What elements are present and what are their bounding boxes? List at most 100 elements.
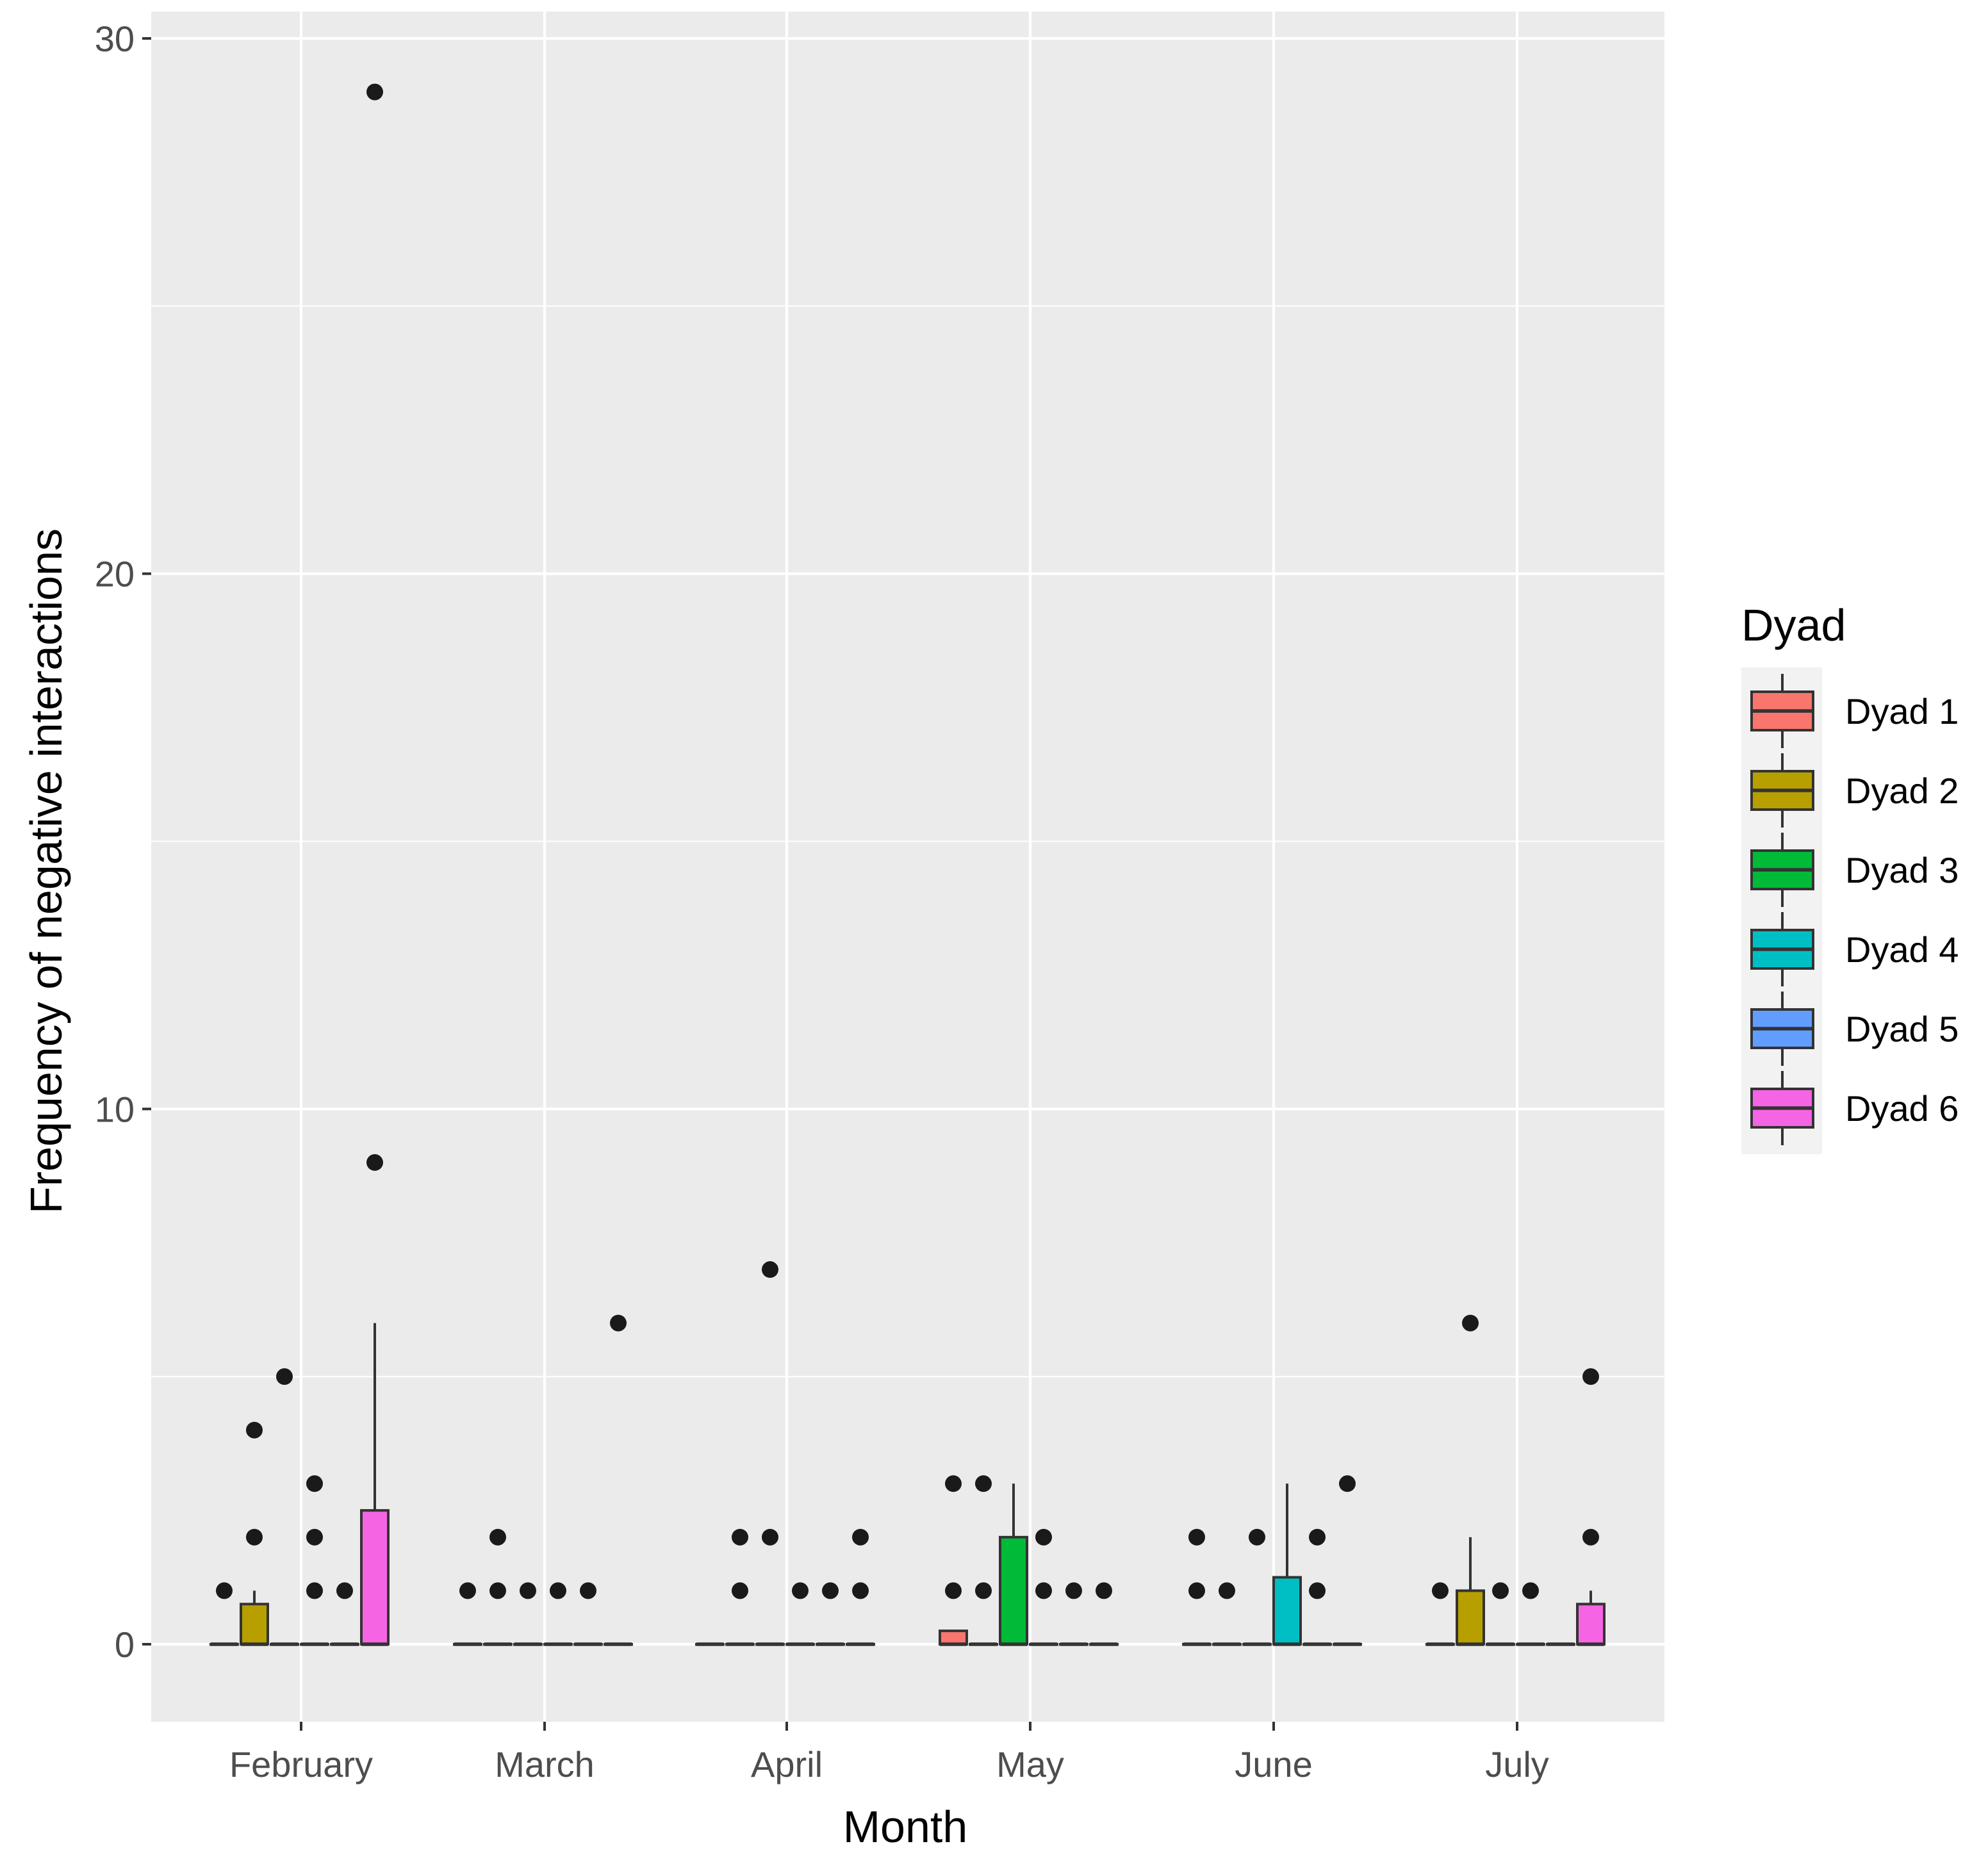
outlier-point bbox=[732, 1582, 748, 1599]
outlier-point bbox=[246, 1528, 263, 1546]
box-dyad-1-july bbox=[1425, 1582, 1455, 1646]
box-body bbox=[1272, 1576, 1302, 1646]
legend-label: Dyad 3 bbox=[1845, 850, 1959, 890]
outlier-point bbox=[216, 1582, 233, 1599]
legend-item-dyad-4: Dyad 4 bbox=[1750, 912, 1959, 986]
outlier-point bbox=[1309, 1528, 1326, 1546]
x-tick-label: June bbox=[1235, 1744, 1312, 1784]
box-dyad-1-april bbox=[695, 1642, 725, 1646]
y-tick-label: 0 bbox=[115, 1624, 135, 1665]
box-dyad-2-march bbox=[483, 1528, 513, 1646]
box-dyad-5-june bbox=[1302, 1528, 1332, 1646]
y-tick-label: 30 bbox=[95, 19, 135, 59]
box-dyad-3-april bbox=[755, 1261, 785, 1646]
box-body bbox=[360, 1509, 390, 1646]
outlier-point bbox=[1582, 1528, 1599, 1546]
outlier-point bbox=[306, 1582, 323, 1599]
legend-item-dyad-5: Dyad 5 bbox=[1750, 992, 1959, 1066]
outlier-point bbox=[1339, 1475, 1356, 1492]
outlier-point bbox=[1065, 1582, 1082, 1599]
outlier-point bbox=[1522, 1582, 1539, 1599]
box-dyad-4-may bbox=[1029, 1528, 1058, 1646]
outlier-point bbox=[1432, 1582, 1449, 1599]
box-dyad-3-june bbox=[1242, 1528, 1272, 1646]
box-dyad-1-may bbox=[939, 1475, 968, 1646]
box-dyad-1-june bbox=[1182, 1528, 1212, 1646]
outlier-point bbox=[1582, 1368, 1599, 1385]
legend-label: Dyad 1 bbox=[1845, 691, 1959, 731]
box-dyad-4-march bbox=[543, 1582, 573, 1646]
outlier-point bbox=[366, 1154, 383, 1171]
outlier-point bbox=[945, 1475, 962, 1492]
outlier-point bbox=[610, 1314, 627, 1332]
legend-label: Dyad 6 bbox=[1845, 1088, 1959, 1129]
panel-background bbox=[151, 12, 1664, 1722]
outlier-point bbox=[550, 1582, 566, 1599]
outlier-point bbox=[489, 1582, 506, 1599]
x-axis-title: Month bbox=[843, 1802, 968, 1852]
outlier-point bbox=[1035, 1528, 1052, 1546]
outlier-point bbox=[1249, 1528, 1265, 1546]
legend-title: Dyad bbox=[1741, 600, 1846, 650]
legend-item-dyad-3: Dyad 3 bbox=[1750, 833, 1959, 907]
outlier-point bbox=[975, 1582, 992, 1599]
outlier-point bbox=[1219, 1582, 1235, 1599]
legend: Dyad Dyad 1 Dyad 2 Dyad 3 Dyad 4 Dyad 5 Dyad … bbox=[1741, 600, 1959, 1154]
outlier-point bbox=[489, 1528, 506, 1546]
box-dyad-4-february bbox=[300, 1475, 329, 1646]
box-body bbox=[240, 1603, 269, 1646]
box-dyad-1-february bbox=[209, 1582, 239, 1646]
box-dyad-5-may bbox=[1059, 1582, 1088, 1646]
outlier-point bbox=[246, 1421, 263, 1439]
box-body bbox=[939, 1629, 968, 1646]
outlier-point bbox=[1035, 1582, 1052, 1599]
box-dyad-6-may bbox=[1089, 1582, 1119, 1646]
box-dyad-5-february bbox=[330, 1582, 359, 1646]
outlier-point bbox=[762, 1528, 778, 1546]
outlier-point bbox=[1462, 1314, 1479, 1332]
y-axis-title: Frequency of negative interactions bbox=[21, 528, 71, 1214]
outlier-point bbox=[306, 1475, 323, 1492]
box-dyad-2-june bbox=[1212, 1582, 1242, 1646]
legend-label: Dyad 2 bbox=[1845, 771, 1959, 811]
outlier-point bbox=[366, 83, 383, 101]
box-dyad-5-july bbox=[1546, 1642, 1575, 1646]
box-dyad-6-february bbox=[360, 83, 390, 1646]
legend-item-dyad-1: Dyad 1 bbox=[1750, 674, 1959, 748]
box-dyad-3-march bbox=[513, 1582, 543, 1646]
outlier-point bbox=[852, 1528, 869, 1546]
box-dyad-5-march bbox=[573, 1582, 603, 1646]
legend-label: Dyad 5 bbox=[1845, 1009, 1959, 1049]
box-dyad-2-july bbox=[1456, 1314, 1485, 1646]
box-dyad-6-july bbox=[1576, 1368, 1606, 1646]
x-tick-label: February bbox=[229, 1744, 373, 1784]
boxplot-marks bbox=[209, 83, 1606, 1646]
outlier-point bbox=[459, 1582, 476, 1599]
outlier-point bbox=[580, 1582, 596, 1599]
box-dyad-4-june bbox=[1272, 1483, 1302, 1646]
outlier-point bbox=[1096, 1582, 1112, 1599]
box-dyad-6-march bbox=[604, 1314, 633, 1646]
outlier-point bbox=[306, 1528, 323, 1546]
box-body bbox=[1456, 1589, 1485, 1646]
box-dyad-3-july bbox=[1486, 1582, 1515, 1646]
outlier-point bbox=[336, 1582, 353, 1599]
box-dyad-1-march bbox=[453, 1582, 482, 1646]
outlier-point bbox=[975, 1475, 992, 1492]
outlier-point bbox=[945, 1582, 962, 1599]
outlier-point bbox=[520, 1582, 536, 1599]
outlier-point bbox=[822, 1582, 839, 1599]
outlier-point bbox=[1188, 1528, 1205, 1546]
legend-item-dyad-6: Dyad 6 bbox=[1750, 1071, 1959, 1145]
legend-label: Dyad 4 bbox=[1845, 929, 1959, 970]
axes: Month Frequency of negative interactions… bbox=[21, 19, 1549, 1852]
x-tick-label: April bbox=[751, 1744, 823, 1784]
x-tick-label: May bbox=[996, 1744, 1064, 1784]
box-dyad-2-may bbox=[969, 1475, 998, 1646]
box-dyad-4-april bbox=[785, 1582, 815, 1646]
box-dyad-4-july bbox=[1516, 1582, 1545, 1646]
box-body bbox=[999, 1535, 1028, 1646]
y-tick-label: 10 bbox=[95, 1089, 135, 1129]
plot-panel bbox=[151, 12, 1664, 1722]
